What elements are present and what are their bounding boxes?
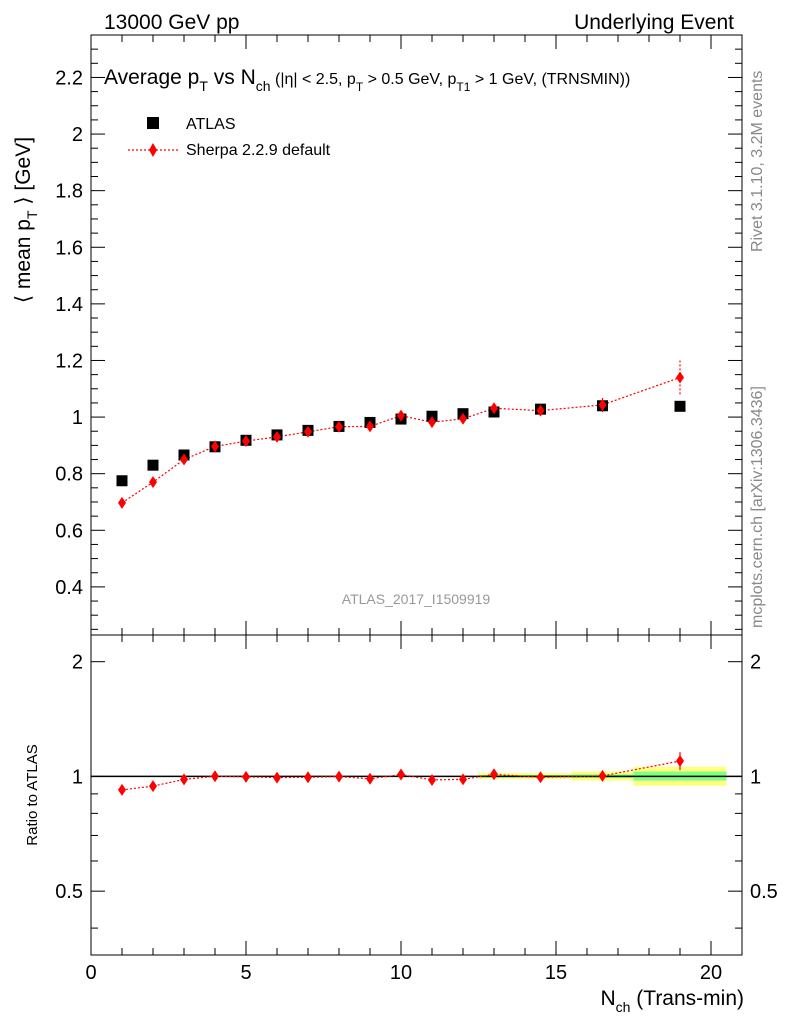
analysis-watermark: ATLAS_2017_I1509919 (342, 591, 491, 607)
mc-ratio-line (121, 760, 681, 791)
mc-data-point (536, 404, 545, 417)
mc-ratio-point (242, 770, 250, 783)
ratio-y-tick-label-right: 0.5 (750, 881, 778, 903)
y-tick-label: 2.2 (55, 67, 83, 89)
mc-series-line (121, 376, 681, 504)
atlas-data-point (116, 475, 128, 487)
ylabel-part: ⟩ [GeV] (12, 137, 35, 211)
ratio-panel: 0.5 0.5 1 1 2 2 0 5 10 15 20 (55, 634, 778, 984)
legend-marker-atlas (147, 117, 159, 129)
legend-label-atlas: ATLAS (186, 116, 236, 133)
mc-data-point (273, 430, 281, 443)
title-sub: T (199, 78, 208, 94)
y-tick-label: 1.4 (55, 294, 83, 316)
ratio-y-tick-label: 1 (72, 766, 83, 788)
xlabel-part: N (600, 987, 615, 1010)
title-part: > 0.5 GeV, p (363, 71, 456, 88)
title-sub: T (356, 80, 364, 94)
mc-data-point (459, 412, 467, 425)
atlas-data-point (674, 400, 686, 412)
mc-data-point (428, 416, 436, 429)
xlabel-part: (Trans-min) (630, 987, 744, 1010)
y-tick-label: 1.8 (55, 181, 83, 203)
mc-ratio-point (490, 768, 498, 781)
mc-ratio-point (304, 771, 312, 784)
y-tick-label: 1 (72, 407, 83, 429)
mc-ratio-point (676, 754, 684, 767)
title-part: > 1 GeV, (TRNSMIN)) (470, 71, 630, 88)
mc-ratio-point (118, 783, 126, 796)
mc-ratio-point (149, 780, 157, 793)
mcplots-label: mcplots.cern.ch [arXiv:1306.3436] (749, 386, 766, 628)
legend: ATLAS Sherpa 2.2.9 default (128, 116, 331, 159)
x-tick-label: 15 (545, 962, 567, 984)
mc-ratio-point (536, 771, 545, 784)
legend-marker-mc (149, 143, 157, 157)
title-sub: T1 (456, 80, 470, 94)
mc-ratio-point (459, 773, 467, 786)
title-part: Average p (104, 66, 199, 89)
x-tick-label: 20 (700, 962, 722, 984)
mc-ratio-point (598, 769, 607, 782)
x-tick-label: 5 (240, 962, 251, 984)
y-tick-label: 0.8 (55, 464, 83, 486)
mc-data-point (242, 435, 250, 448)
legend-label-mc: Sherpa 2.2.9 default (186, 142, 331, 159)
mc-data-point (598, 398, 607, 411)
mc-data-point (366, 420, 374, 433)
rivet-label: Rivet 3.1.10, 3.2M events (749, 71, 766, 252)
ratio-y-tick-label: 2 (72, 652, 83, 674)
x-tick-label: 0 (85, 962, 96, 984)
header-left: 13000 GeV pp (104, 11, 239, 34)
ratio-y-tick-label-right: 2 (750, 652, 761, 674)
mc-ratio-point (428, 773, 436, 786)
title-part: vs N (208, 66, 256, 89)
ylabel-part: ⟨ mean p (12, 219, 35, 303)
mc-ratio-point (211, 770, 219, 783)
mc-data-point (490, 402, 498, 415)
mc-ratio-point (273, 771, 281, 784)
mc-data-point (211, 440, 219, 453)
y-tick-label: 1.2 (55, 350, 83, 372)
mc-ratio-point (335, 770, 343, 783)
ylabel-sub: T (24, 210, 40, 219)
x-tick-label: 10 (390, 962, 412, 984)
mc-ratio-point (366, 772, 374, 785)
mc-data-point (180, 453, 188, 466)
x-axis-label: Nch (Trans-min) (600, 987, 744, 1015)
mc-ratio-point (397, 768, 405, 781)
ratio-y-tick-label-right: 1 (750, 766, 761, 788)
mc-data-point (676, 371, 684, 384)
header-right: Underlying Event (574, 11, 734, 34)
y-tick-label: 0.6 (55, 520, 83, 542)
ratio-frame (90, 634, 743, 956)
mc-data-point (397, 409, 405, 422)
mc-data-point (335, 420, 343, 433)
main-ylabel: ⟨ mean pT ⟩ [GeV] (12, 137, 40, 303)
atlas-data-point (147, 459, 159, 471)
mc-data-point (149, 476, 157, 489)
chart-title: Average pT vs Nch (|η| < 2.5, pT > 0.5 G… (104, 66, 630, 94)
y-tick-label: 2 (72, 124, 83, 146)
y-tick-label: 1.6 (55, 237, 83, 259)
xlabel-sub: ch (616, 999, 631, 1015)
mc-ratio-point (180, 773, 188, 786)
main-panel: 0.4 0.6 0.8 1 1.2 1.4 1.6 1.8 2 2.2 (55, 34, 743, 636)
title-sub: ch (256, 78, 271, 94)
ratio-ylabel: Ratio to ATLAS (24, 744, 41, 845)
ratio-y-tick-label: 0.5 (55, 881, 83, 903)
y-tick-label: 0.4 (55, 577, 83, 599)
title-part: (|η| < 2.5, p (271, 71, 356, 88)
mc-data-point (304, 425, 312, 438)
mc-data-point (118, 496, 126, 509)
